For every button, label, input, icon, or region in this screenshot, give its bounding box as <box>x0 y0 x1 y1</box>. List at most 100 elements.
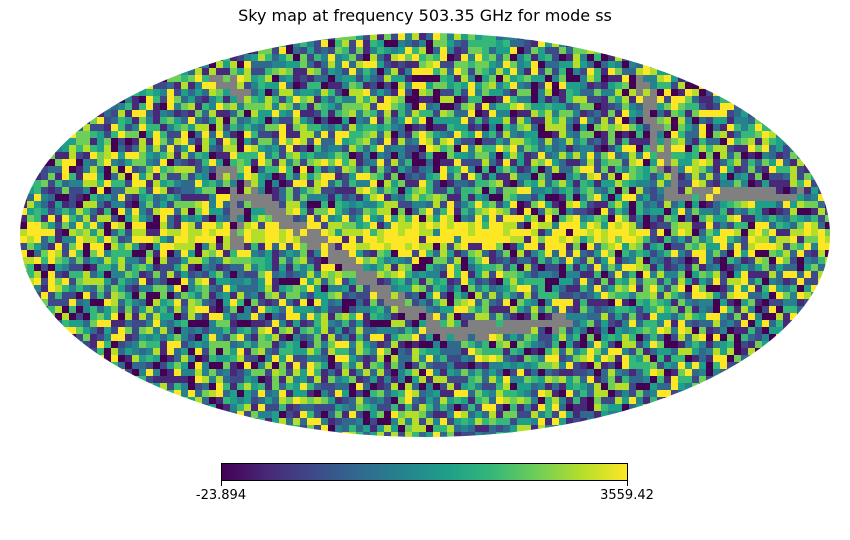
map-pixel <box>342 131 350 139</box>
map-pixel <box>356 159 364 167</box>
map-pixel <box>734 355 742 363</box>
map-pixel <box>454 299 462 307</box>
map-pixel <box>559 306 567 314</box>
map-pixel <box>314 75 322 83</box>
map-pixel <box>650 271 658 279</box>
map-pixel <box>601 229 609 237</box>
map-pixel <box>139 327 147 335</box>
map-pixel <box>475 152 483 160</box>
map-pixel <box>517 124 525 132</box>
map-pixel <box>335 348 343 356</box>
map-pixel <box>440 250 448 258</box>
map-pixel <box>356 278 364 286</box>
map-pixel <box>650 362 658 370</box>
map-pixel <box>391 152 399 160</box>
map-pixel <box>412 299 420 307</box>
map-pixel <box>307 362 315 370</box>
map-pixel <box>342 208 350 216</box>
map-pixel <box>209 362 217 370</box>
map-pixel <box>454 61 462 69</box>
map-pixel <box>363 117 371 125</box>
map-pixel <box>573 355 581 363</box>
map-pixel <box>657 243 665 251</box>
map-pixel <box>804 173 812 181</box>
map-pixel <box>657 215 665 223</box>
map-pixel <box>461 145 469 153</box>
map-pixel <box>342 117 350 125</box>
map-pixel <box>251 124 259 132</box>
map-pixel <box>615 222 623 230</box>
map-pixel <box>643 180 651 188</box>
map-pixel <box>496 278 504 286</box>
map-pixel <box>748 250 756 258</box>
map-pixel <box>251 152 259 160</box>
map-pixel <box>356 355 364 363</box>
map-pixel <box>363 313 371 321</box>
map-pixel <box>727 187 735 195</box>
map-pixel <box>370 68 378 76</box>
map-pixel <box>279 40 287 48</box>
map-pixel <box>580 145 588 153</box>
map-pixel <box>377 82 385 90</box>
map-pixel <box>699 257 707 265</box>
map-pixel <box>650 201 658 209</box>
map-pixel <box>209 306 217 314</box>
map-pixel <box>272 257 280 265</box>
map-pixel <box>531 348 539 356</box>
map-pixel <box>748 348 756 356</box>
map-pixel <box>181 68 189 76</box>
map-pixel <box>510 334 518 342</box>
map-pixel <box>496 355 504 363</box>
map-pixel <box>146 180 154 188</box>
map-pixel <box>251 362 259 370</box>
map-pixel <box>622 180 630 188</box>
map-pixel <box>433 362 441 370</box>
map-pixel <box>342 327 350 335</box>
map-pixel <box>384 369 392 377</box>
map-pixel <box>545 271 553 279</box>
map-pixel <box>139 306 147 314</box>
map-pixel <box>258 299 266 307</box>
map-pixel <box>475 369 483 377</box>
map-pixel <box>76 278 84 286</box>
map-pixel <box>279 348 287 356</box>
map-pixel <box>468 264 476 272</box>
map-pixel <box>650 131 658 139</box>
map-pixel <box>34 236 42 244</box>
map-pixel <box>321 187 329 195</box>
map-pixel <box>692 138 700 146</box>
map-pixel <box>601 243 609 251</box>
map-pixel <box>412 173 420 181</box>
map-pixel <box>545 222 553 230</box>
map-pixel <box>755 327 763 335</box>
map-pixel <box>594 250 602 258</box>
map-pixel <box>797 264 805 272</box>
map-pixel <box>412 341 420 349</box>
map-pixel <box>265 222 273 230</box>
map-pixel <box>349 355 357 363</box>
map-pixel <box>678 117 686 125</box>
map-pixel <box>202 292 210 300</box>
map-pixel <box>55 250 63 258</box>
map-pixel <box>412 355 420 363</box>
map-pixel <box>412 96 420 104</box>
map-pixel <box>538 348 546 356</box>
map-pixel <box>741 327 749 335</box>
map-pixel <box>594 82 602 90</box>
map-pixel <box>209 222 217 230</box>
map-pixel <box>685 75 693 83</box>
map-pixel <box>363 194 371 202</box>
map-pixel <box>97 215 105 223</box>
map-pixel <box>244 110 252 118</box>
map-pixel <box>258 166 266 174</box>
map-pixel <box>524 201 532 209</box>
map-pixel <box>622 96 630 104</box>
map-pixel <box>706 208 714 216</box>
map-pixel <box>356 68 364 76</box>
map-pixel <box>608 264 616 272</box>
map-pixel <box>713 124 721 132</box>
map-pixel <box>293 320 301 328</box>
map-pixel <box>321 362 329 370</box>
map-pixel <box>622 103 630 111</box>
map-pixel <box>118 236 126 244</box>
